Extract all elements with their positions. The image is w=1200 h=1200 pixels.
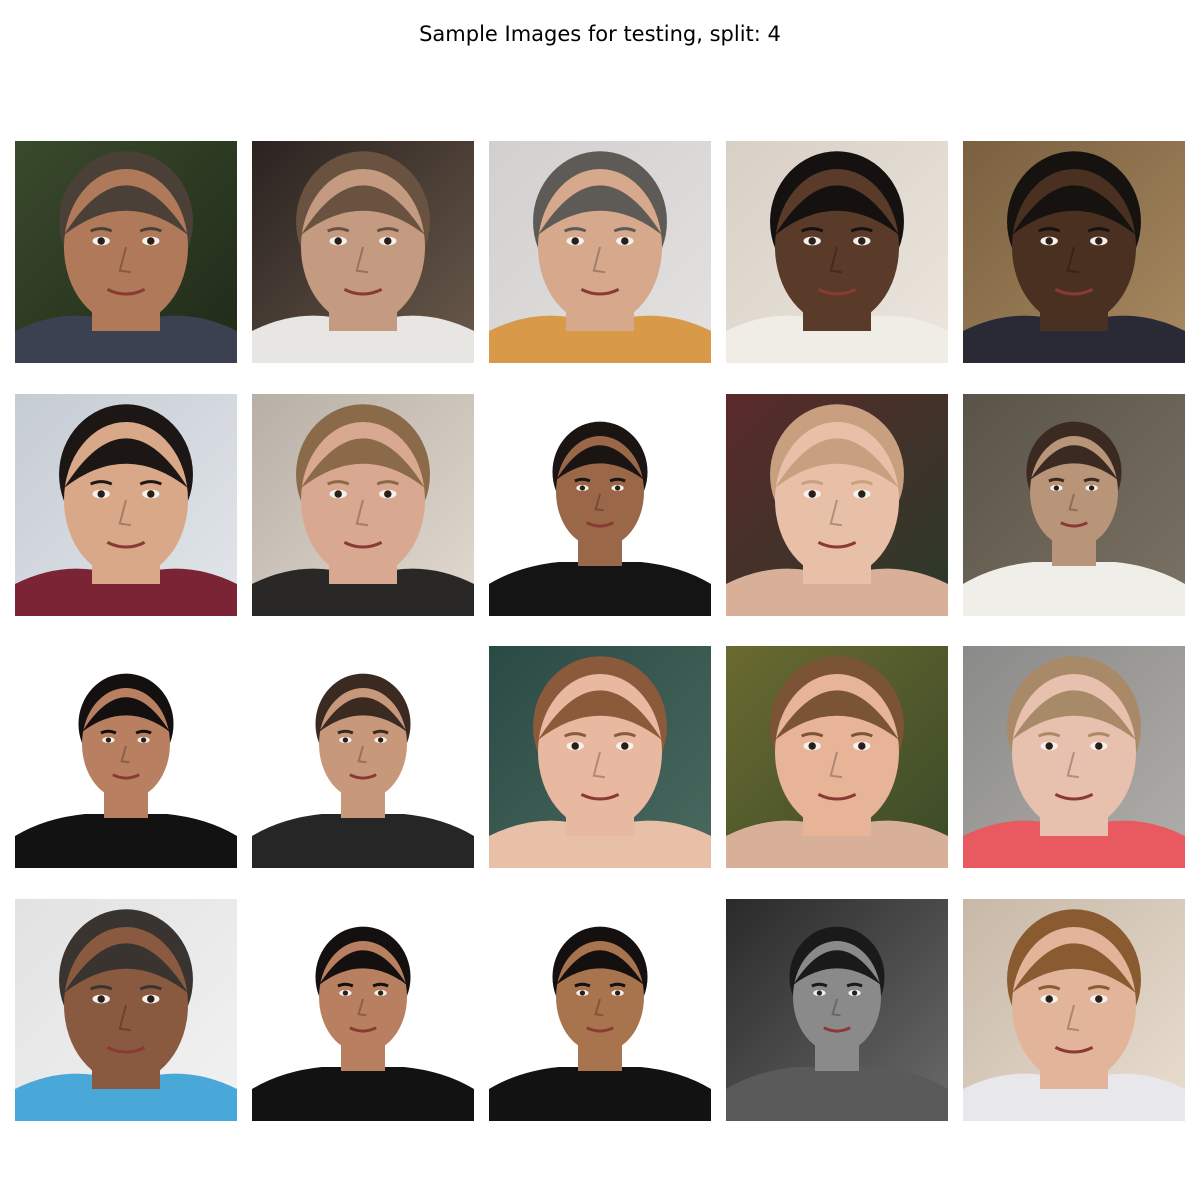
portrait-drawing [726,646,948,868]
sample-image [726,141,948,363]
sample-image [726,899,948,1121]
portrait-drawing [15,394,237,616]
portrait-drawing [489,394,711,616]
sample-image [15,394,237,616]
sample-image [15,141,237,363]
sample-image [963,141,1185,363]
figure-title: Sample Images for testing, split: 4 [419,22,781,46]
portrait-drawing [15,646,237,868]
sample-image [489,141,711,363]
portrait-drawing [252,394,474,616]
portrait-drawing [726,141,948,363]
sample-image [726,394,948,616]
portrait-drawing [252,646,474,868]
sample-image [252,899,474,1121]
sample-image [252,646,474,868]
sample-image [15,646,237,868]
portrait-drawing [252,141,474,363]
sample-image [963,646,1185,868]
portrait-drawing [15,899,237,1121]
sample-image [252,141,474,363]
portrait-drawing [15,141,237,363]
portrait-drawing [726,899,948,1121]
sample-image [489,646,711,868]
sample-image [15,899,237,1121]
portrait-drawing [963,394,1185,616]
portrait-drawing [252,899,474,1121]
sample-image [252,394,474,616]
portrait-drawing [963,646,1185,868]
portrait-drawing [963,141,1185,363]
sample-image [489,394,711,616]
sample-image [489,899,711,1121]
portrait-drawing [489,899,711,1121]
portrait-drawing [726,394,948,616]
sample-image [963,394,1185,616]
sample-image [963,899,1185,1121]
portrait-drawing [489,646,711,868]
portrait-drawing [489,141,711,363]
portrait-drawing [963,899,1185,1121]
sample-image [726,646,948,868]
